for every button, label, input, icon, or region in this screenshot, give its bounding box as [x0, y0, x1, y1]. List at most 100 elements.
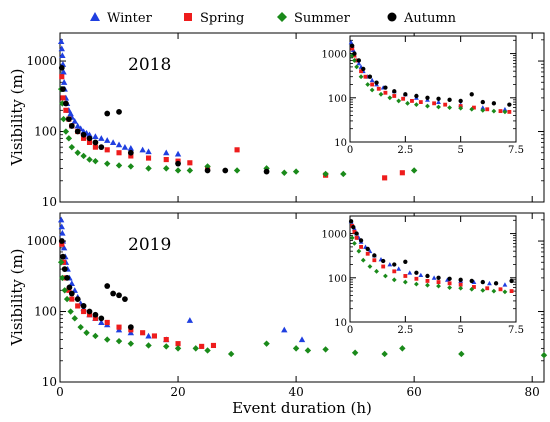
inset-2019-point-autumn — [392, 262, 397, 267]
plot-2019-point-summer — [227, 350, 235, 358]
plot-2018-point-summer — [163, 165, 170, 172]
plot-2019-point-summer — [115, 337, 123, 345]
inset-2019-point-winter — [502, 282, 508, 287]
legend-marker-summer — [277, 12, 287, 22]
plot-2018-point-summer — [145, 165, 152, 172]
plot-2018-point-autumn — [222, 167, 229, 174]
plot-2019-point-autumn — [92, 311, 99, 318]
legend: Winter Spring Summer Autumn — [90, 11, 457, 26]
plot-2019-point-spring — [140, 330, 146, 336]
plot-2019-point-winter — [60, 244, 68, 251]
inset-2018-point-autumn — [414, 93, 419, 99]
plot-2018-point-autumn — [263, 168, 270, 175]
plot-2018-point-winter — [104, 137, 111, 143]
plot-2019-point-winter — [68, 280, 76, 287]
plot-2019-point-autumn — [122, 296, 128, 302]
plot-2019-point-summer — [540, 352, 548, 359]
plot-2018-point-autumn — [80, 131, 87, 138]
plot-2018-ytick-label: 1000 — [26, 54, 57, 68]
plot-2018-point-autumn — [127, 149, 134, 156]
inset-2019-point-summer — [356, 248, 362, 254]
inset-2018-point-autumn — [436, 96, 441, 101]
inset-2019-point-spring — [403, 274, 408, 278]
plot-2018-point-winter — [59, 52, 66, 59]
inset-2018-point-summer — [369, 87, 375, 93]
plot-2018-point-autumn — [60, 86, 66, 92]
inset-2019-xtick-label: 7.5 — [508, 325, 524, 336]
inset-2018-point-spring — [507, 109, 512, 114]
plot-2019-point-summer — [92, 332, 99, 340]
plot-2019-point-summer — [104, 336, 111, 343]
inset-2019-point-summer — [491, 288, 497, 294]
inset-2018-point-summer — [352, 58, 357, 63]
inset-2019-point-summer — [447, 285, 452, 291]
inset-2019-point-autumn — [351, 224, 356, 230]
plot-2019-point-summer — [145, 342, 152, 349]
inset-2018-point-summer — [425, 103, 430, 109]
plot-2019-point-summer — [322, 346, 329, 353]
legend-label-winter: Winter — [107, 11, 153, 26]
inset-2019-point-autumn — [348, 219, 354, 224]
inset-2018-point-winter — [369, 77, 375, 83]
plot-2019-point-spring — [69, 296, 75, 302]
inset-2018-point-spring — [432, 101, 437, 106]
legend-marker-winter — [90, 12, 100, 21]
inset-2019-point-autumn — [469, 278, 474, 284]
inset-2018-point-spring — [350, 46, 355, 51]
plot-2019-frame — [59, 212, 545, 383]
plot-2018-point-winter — [60, 68, 67, 75]
plot-2019-point-winter — [57, 216, 65, 223]
plot-2018-point-spring — [145, 155, 152, 161]
inset-2018: 10 100 1000 0 2.5 5 7.5 — [322, 35, 524, 156]
x-axis-label: Event duration (h) — [232, 399, 372, 417]
plot-2019-series-autumn — [58, 238, 134, 331]
inset-2019-point-autumn — [493, 281, 499, 286]
plot-2019-point-autumn — [74, 296, 81, 302]
plot-2018-point-summer — [281, 169, 288, 176]
inset-2019-point-winter — [396, 266, 402, 271]
plot-2018-point-winter — [115, 141, 123, 148]
inset-2019-frame — [349, 215, 517, 323]
inset-2018-point-summer — [358, 74, 364, 80]
inset-2019-point-winter — [407, 270, 413, 275]
inset-2019-point-winter — [387, 262, 393, 267]
plot-2018-point-autumn — [98, 144, 105, 151]
plot-2018-point-spring — [187, 160, 193, 166]
inset-2018-point-autumn — [352, 51, 357, 56]
plot-2018-point-summer — [86, 156, 93, 163]
plot-2018-point-spring — [399, 170, 405, 176]
inset-2019-point-summer — [469, 286, 475, 292]
inset-2018-point-spring — [383, 90, 388, 95]
inset-2019-point-spring — [472, 285, 476, 289]
inset-2018-point-summer — [491, 108, 497, 114]
inset-2018-point-autumn — [392, 89, 397, 94]
plot-2019-ytick-label: 10 — [42, 375, 57, 389]
inset-2019-point-summer — [480, 287, 486, 293]
plot-2019-point-winter — [298, 336, 306, 343]
plot-2019-ytick-label: 1000 — [26, 234, 57, 248]
plot-2019-point-autumn — [68, 290, 75, 297]
plot-2018-point-autumn — [86, 135, 93, 142]
plot-2018-point-spring — [128, 153, 134, 159]
plot-2019-title: 2019 — [128, 235, 171, 255]
plot-2019-ytick-label: 100 — [34, 305, 57, 319]
inset-2018-ytick-label: 100 — [328, 94, 347, 105]
inset-2018-point-spring — [363, 74, 368, 79]
plot-2018-point-summer — [80, 152, 87, 160]
inset-2019-point-summer — [502, 289, 508, 295]
inset-2019-point-spring — [352, 229, 357, 234]
plot-2018-point-summer — [60, 115, 67, 123]
inset-2019-point-spring — [365, 251, 370, 256]
plot-2018-point-summer — [127, 163, 135, 170]
inset-2018-ytick-label: 1000 — [322, 50, 347, 61]
plot-2019-point-winter — [186, 317, 194, 323]
inset-2019-point-spring — [381, 264, 386, 269]
plot-2018-point-summer — [186, 167, 194, 174]
inset-2018-series-autumn — [350, 43, 512, 107]
inset-2019-point-spring — [509, 289, 514, 294]
inset-2019-point-spring — [354, 235, 359, 240]
inset-2018-point-winter — [480, 105, 486, 110]
inset-2019-point-autumn — [414, 270, 419, 275]
inset-2019-point-summer — [425, 282, 430, 288]
plot-2019-point-spring — [59, 241, 65, 247]
